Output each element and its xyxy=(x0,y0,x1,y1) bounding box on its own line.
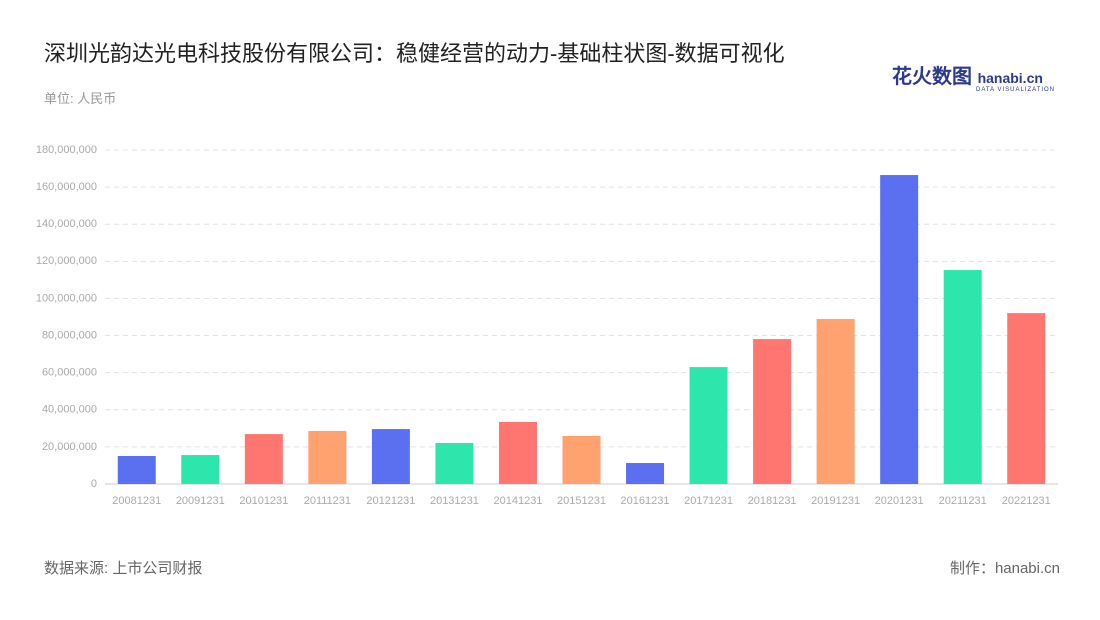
bar xyxy=(1007,313,1046,484)
logo-name: 花火数图 xyxy=(892,66,972,88)
bar xyxy=(181,455,220,484)
bar xyxy=(689,367,728,484)
x-tick-label: 20101231 xyxy=(239,495,288,507)
x-tick-label: 20091231 xyxy=(176,495,225,507)
x-tick-label: 20211231 xyxy=(939,495,987,507)
bar xyxy=(816,319,855,484)
y-tick-label: 40,000,000 xyxy=(42,404,97,416)
x-tick-label: 20181231 xyxy=(748,495,797,507)
bar xyxy=(435,442,474,484)
x-tick-label: 20151231 xyxy=(557,495,606,507)
y-tick-label: 140,000,000 xyxy=(36,218,97,230)
bar xyxy=(244,434,283,484)
x-tick-label: 20081231 xyxy=(112,495,161,507)
y-tick-label: 160,000,000 xyxy=(36,181,97,193)
y-tick-label: 60,000,000 xyxy=(42,367,97,379)
y-tick-label: 80,000,000 xyxy=(42,329,97,341)
logo: 花火数图 hanabi.cn DATA VISUALIZATION xyxy=(892,60,1055,93)
bar xyxy=(562,435,601,484)
bar xyxy=(880,175,919,485)
y-tick-label: 0 xyxy=(91,478,97,490)
bar xyxy=(626,463,665,484)
logo-tagline: DATA VISUALIZATION xyxy=(976,87,1056,93)
unit-label: 单位: 人民币 xyxy=(44,91,117,106)
x-tick-label: 20121231 xyxy=(366,495,415,507)
source-note: 数据来源: 上市公司财报 xyxy=(44,560,203,577)
x-tick-label: 20191231 xyxy=(811,495,860,507)
x-tick-label: 20221231 xyxy=(1002,495,1051,507)
x-tick-label: 20141231 xyxy=(493,495,542,507)
y-tick-label: 100,000,000 xyxy=(36,292,97,304)
credit: 制作：hanabi.cn xyxy=(949,560,1060,577)
x-tick-label: 20171231 xyxy=(684,495,733,507)
y-tick-label: 120,000,000 xyxy=(36,255,97,267)
bar xyxy=(943,270,982,484)
y-tick-label: 20,000,000 xyxy=(42,441,97,453)
bar xyxy=(753,339,792,484)
y-tick-label: 180,000,000 xyxy=(36,144,97,156)
bar xyxy=(371,429,410,484)
bar xyxy=(117,455,156,484)
x-tick-label: 20111231 xyxy=(304,495,351,507)
x-tick-label: 20201231 xyxy=(875,495,924,507)
chart-title: 深圳光韵达光电科技股份有限公司：稳健经营的动力-基础柱状图-数据可视化 xyxy=(44,41,785,66)
logo-site: hanabi.cn xyxy=(977,70,1043,86)
bar xyxy=(498,422,537,484)
x-tick-label: 20131231 xyxy=(430,495,479,507)
x-tick-label: 20161231 xyxy=(621,495,670,507)
bar xyxy=(308,430,347,484)
